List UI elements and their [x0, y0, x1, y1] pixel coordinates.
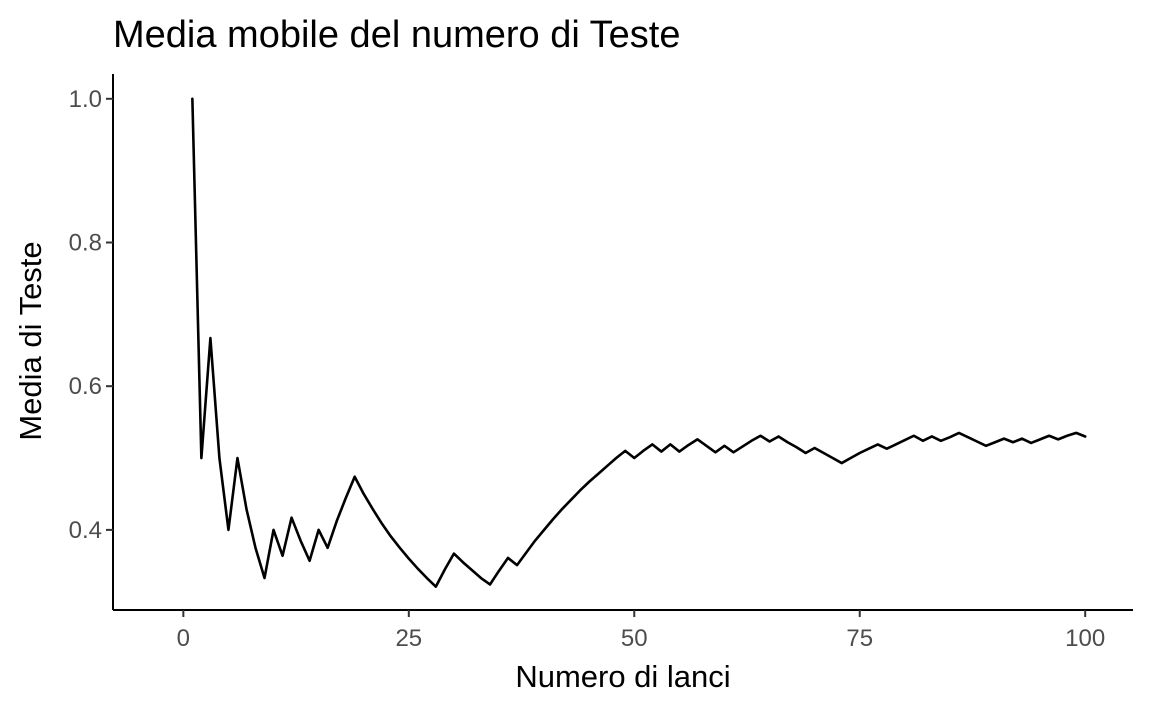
y-tick-label: 0.4: [69, 517, 102, 544]
y-tick-label: 1.0: [69, 86, 102, 113]
x-axis-title: Numero di lanci: [515, 659, 730, 694]
x-tick-label: 100: [1065, 625, 1105, 652]
x-tick-label: 50: [621, 625, 648, 652]
x-tick-label: 75: [846, 625, 873, 652]
x-tick-label: 25: [395, 625, 422, 652]
chart-title: Media mobile del numero di Teste: [113, 14, 681, 56]
axes: 0 25 50 75 100 0.4 0.6 0.8 1.0: [69, 74, 1133, 652]
y-tick-label: 0.6: [69, 373, 102, 400]
series-line: [191, 97, 1087, 588]
x-tick-label: 0: [177, 625, 190, 652]
y-tick-label: 0.8: [69, 229, 102, 256]
y-axis-title: Media di Teste: [13, 241, 48, 440]
